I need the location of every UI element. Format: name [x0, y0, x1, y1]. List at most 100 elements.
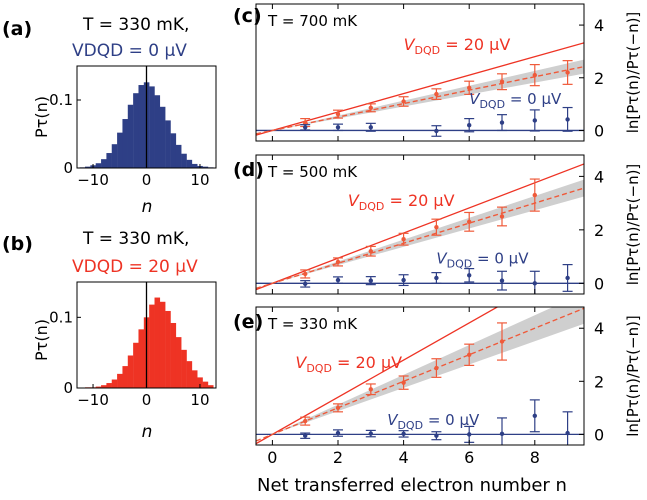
ytick-label-a-1: 0.1 — [49, 91, 73, 109]
red-point-c-7 — [532, 72, 537, 78]
blue-point-c-2 — [368, 125, 373, 130]
red-theory-line-e — [256, 307, 499, 445]
label-blue-e: VDQD = 0 μV — [387, 411, 480, 432]
label-red-c: VDQD = 20 μV — [404, 35, 511, 57]
bar-b-16 — [165, 310, 171, 388]
blue-point-c-3 — [434, 128, 439, 134]
bar-b-24 — [207, 385, 214, 388]
uncertainty-band-d — [282, 179, 584, 281]
blue-point-c-1 — [335, 125, 341, 130]
blue-point-d-8 — [565, 275, 570, 281]
bar-b-19 — [181, 349, 187, 388]
red-point-c-6 — [499, 79, 505, 84]
panel-b-xlabel: n — [142, 422, 153, 442]
uncertainty-band-e — [282, 307, 584, 431]
red-point-e-2 — [368, 387, 373, 392]
ytick-label-b-1: 0.1 — [49, 308, 73, 326]
bar-b-17 — [170, 322, 177, 388]
xtick-label-a-2: 10 — [190, 171, 209, 189]
panel-e-letter: (e) — [233, 311, 263, 333]
bar-b-22 — [197, 377, 203, 388]
bar-b-8 — [122, 366, 128, 388]
red-point-e-1 — [335, 405, 341, 411]
red-point-c-2 — [368, 105, 373, 111]
blue-point-c-5 — [499, 120, 505, 125]
label-blue-c: VDQD = 0 μV — [469, 90, 562, 111]
temperature-label-d: T = 500 mK — [267, 163, 358, 181]
bar-a-1 — [85, 166, 91, 168]
red-point-c-3 — [401, 99, 406, 104]
right-ylabel-c: ln[Pτ(n)/Pτ(−n)] — [624, 12, 642, 134]
label-red-d: VDQD = 20 μV — [348, 191, 455, 213]
bar-a-18 — [175, 144, 182, 168]
blue-point-c-4 — [467, 122, 472, 128]
panel-e: (e) 0 2 4 6 8 0 2 4 T = 330 mK VDQD = 20 μV VDQD =… — [233, 306, 642, 467]
blue-point-d-2 — [368, 278, 373, 283]
blue-point-c-0 — [303, 125, 308, 130]
red-point-d-2 — [368, 249, 373, 254]
blue-point-e-0 — [303, 433, 308, 438]
panel-c: (c) 0 2 4 T = 700 mK VDQD = 20 μV VDQD = 0 μV… — [233, 3, 642, 142]
blue-point-e-6 — [499, 431, 505, 437]
bar-b-21 — [191, 370, 198, 388]
bar-b-11 — [138, 329, 145, 388]
bar-a-21 — [191, 163, 198, 168]
ytick-label-a-0: 0 — [63, 159, 73, 177]
blue-point-e-2 — [368, 431, 373, 436]
panel-b: (b) T = 330 mK, VDQD = 20 μV −10 0 1000.1 … — [2, 229, 217, 442]
label-blue-d: VDQD = 0 μV — [436, 249, 529, 270]
bar-a-9 — [127, 104, 134, 168]
bar-b-4 — [101, 385, 107, 388]
xtick-label-e-0: 0 — [267, 448, 277, 467]
bar-a-8 — [122, 119, 128, 168]
plot-area-c — [256, 42, 584, 137]
ytick-label-e-1: 2 — [594, 372, 604, 391]
right-ylabel-e: ln[Pτ(n)/Pτ(−n)] — [624, 315, 642, 437]
blue-point-e-1 — [335, 430, 341, 436]
bar-b-5 — [106, 383, 112, 388]
blue-point-d-5 — [467, 273, 472, 278]
bar-b-14 — [154, 297, 161, 388]
blue-point-d-7 — [532, 281, 537, 286]
xtick-label-a-0: −10 — [77, 171, 109, 189]
panel-a-xlabel: n — [142, 197, 153, 217]
panel-d: (d) 0 2 4 T = 500 mK VDQD = 20 μV VDQD = 0 μV… — [233, 154, 642, 295]
bar-b-6 — [111, 379, 118, 388]
red-point-d-6 — [499, 214, 505, 219]
red-theory-line-d — [256, 163, 584, 291]
ytick-label-d-1: 2 — [594, 221, 604, 240]
xtick-label-e-4: 8 — [530, 448, 540, 467]
xtick-label-e-3: 6 — [464, 448, 474, 467]
ytick-label-e-2: 4 — [594, 319, 604, 338]
red-point-e-0 — [303, 418, 308, 424]
ytick-label-d-0: 0 — [594, 274, 604, 293]
red-point-d-3 — [401, 237, 406, 242]
bar-a-19 — [181, 153, 187, 168]
blue-point-d-0 — [303, 281, 308, 287]
red-point-e-6 — [499, 339, 505, 344]
ytick-label-c-2: 4 — [594, 16, 604, 35]
shared-xlabel: Net transferred electron number n — [257, 475, 567, 496]
bar-a-15 — [159, 106, 166, 168]
xtick-label-a-1: 0 — [142, 171, 152, 189]
red-fit-line-d — [256, 187, 584, 289]
red-fit-line-e — [256, 307, 584, 442]
uncertainty-band-c — [282, 59, 584, 129]
bar-b-10 — [133, 342, 139, 388]
bar-a-3 — [95, 163, 102, 168]
red-point-c-8 — [565, 70, 570, 75]
bar-b-15 — [159, 301, 166, 388]
temperature-label-e: T = 330 mK — [267, 315, 358, 333]
xtick-label-b-0: −10 — [77, 391, 109, 409]
plot-area-e — [256, 307, 584, 445]
bar-a-7 — [117, 132, 123, 168]
bar-b-23 — [202, 381, 209, 388]
bar-b-7 — [117, 373, 123, 388]
bar-a-5 — [106, 153, 112, 168]
bar-a-11 — [138, 85, 145, 168]
bar-a-16 — [165, 120, 171, 168]
panel-b-letter: (b) — [2, 233, 33, 255]
red-point-c-1 — [335, 111, 341, 117]
